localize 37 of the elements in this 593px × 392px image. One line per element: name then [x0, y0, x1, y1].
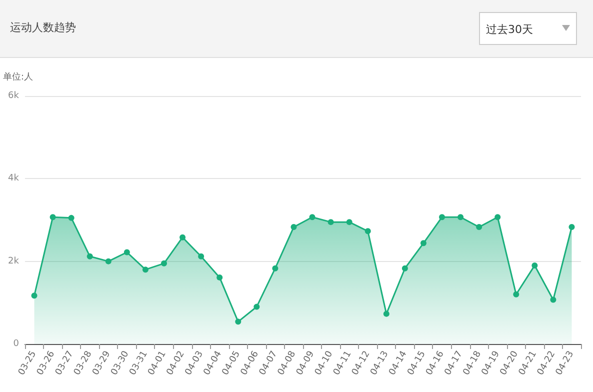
y-tick-label: 2k — [8, 256, 20, 266]
point — [513, 291, 520, 298]
point — [142, 266, 148, 273]
point — [364, 228, 371, 234]
point — [402, 265, 408, 272]
point — [476, 224, 482, 230]
point — [68, 214, 74, 221]
point — [161, 260, 167, 266]
point — [124, 249, 130, 256]
point — [420, 240, 426, 246]
point — [550, 296, 556, 303]
point — [31, 292, 38, 299]
point — [458, 214, 464, 220]
y-tick-label: 6k — [8, 91, 20, 101]
y-tick-label: 4k — [8, 174, 20, 184]
y-tick-label: 0 — [13, 339, 20, 349]
point — [290, 224, 297, 230]
point — [272, 265, 278, 272]
point — [568, 224, 575, 230]
point — [180, 234, 186, 240]
point — [105, 258, 112, 264]
chart-title: 运动人数趋势 — [10, 20, 76, 35]
point — [198, 253, 204, 260]
point — [216, 274, 223, 280]
point — [439, 214, 445, 220]
point — [494, 214, 501, 220]
point — [532, 262, 538, 268]
dropdown-field: 过去30天 — [479, 12, 577, 45]
y-axis-title: 单位:人 — [3, 72, 34, 82]
point — [50, 214, 56, 220]
point — [328, 219, 334, 226]
point — [309, 214, 316, 220]
point — [383, 310, 390, 317]
point — [235, 318, 242, 325]
point — [346, 219, 352, 226]
point — [86, 253, 93, 260]
point — [254, 304, 260, 310]
